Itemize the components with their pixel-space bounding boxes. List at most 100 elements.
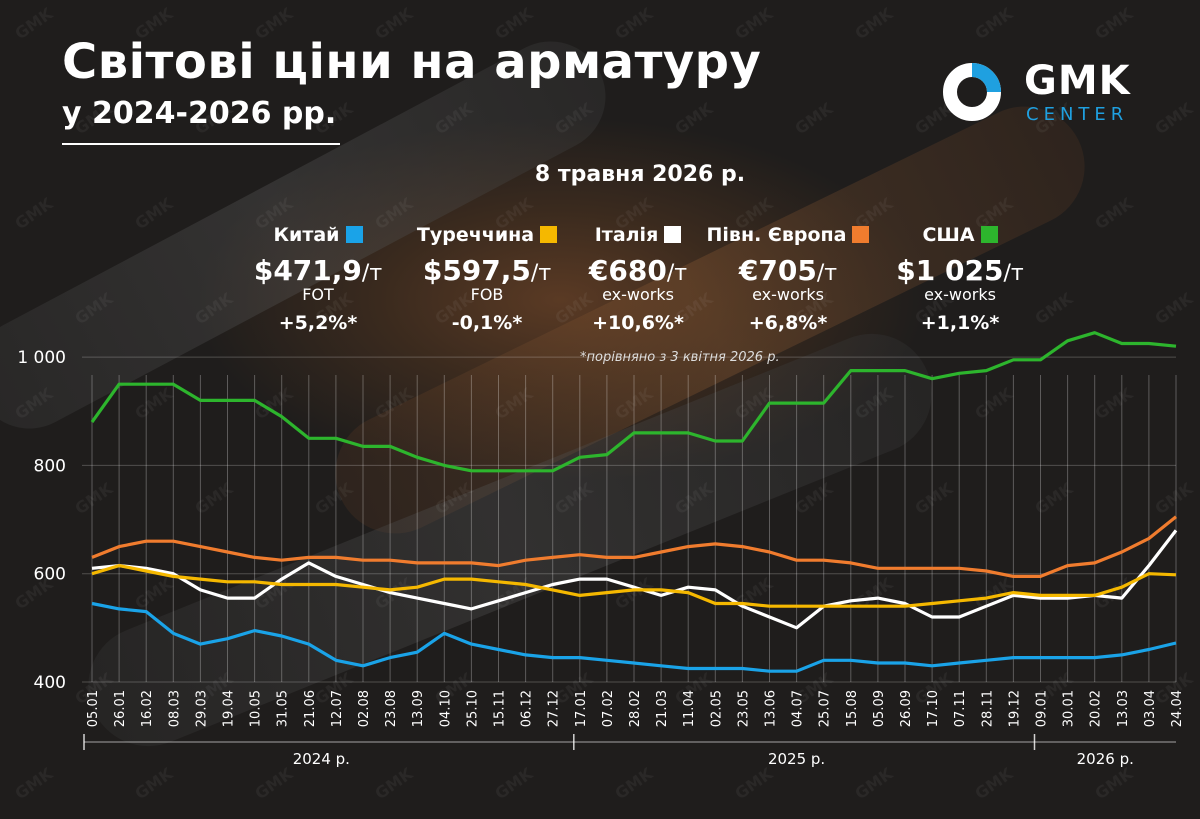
page-subtitle: у 2024-2026 рр. xyxy=(62,96,337,131)
year-label: 2026 р. xyxy=(1077,750,1134,768)
watermark-text: GMK xyxy=(851,384,896,424)
watermark-text: GMK xyxy=(1091,194,1136,234)
report-date: 8 травня 2026 р. xyxy=(534,162,746,187)
legend-item: США $1 025/т ex-works +1,1%* xyxy=(870,224,1050,334)
x-tick-label: 08.03 xyxy=(167,690,182,727)
legend-basis: FOT xyxy=(302,285,334,304)
legend-label: Італія xyxy=(594,224,659,246)
legend-swatch xyxy=(852,226,870,243)
watermark-text: GMK xyxy=(971,764,1016,804)
legend-swatch xyxy=(980,226,998,243)
watermark-text: GMK xyxy=(131,764,176,804)
watermark-text: GMK xyxy=(971,4,1016,44)
watermark-text: GMK xyxy=(1031,479,1076,519)
series-line-США xyxy=(90,331,1177,473)
series-line-Італія xyxy=(91,529,1178,630)
watermark-text: GMK xyxy=(971,384,1016,424)
y-tick-label: 800 xyxy=(34,456,66,476)
watermark-text: GMK xyxy=(11,384,56,424)
watermark-text: GMK xyxy=(371,384,416,424)
legend-label: Півн. Європа xyxy=(706,224,847,246)
x-tick-label: 31.05 xyxy=(276,690,291,727)
x-tick-label: 28.02 xyxy=(628,690,643,727)
watermark-text: GMK xyxy=(851,764,896,804)
legend-price-unit: /т xyxy=(1003,261,1024,286)
legend-price: $471,9/т xyxy=(228,254,408,287)
series-line-Туреччина xyxy=(91,563,1177,608)
legend-change: +5,2%* xyxy=(278,312,358,334)
page-title: Світові ціни на арматуру xyxy=(62,34,762,90)
legend-price: $1 025/т xyxy=(870,254,1050,287)
x-tick-label: 05.01 xyxy=(86,690,101,727)
series-line-Півн. Європа xyxy=(91,515,1178,579)
watermark-text: GMK xyxy=(131,574,176,614)
watermark-text: GMK xyxy=(791,479,836,519)
watermark-text: GMK xyxy=(551,99,596,139)
watermark-text: GMK xyxy=(1151,479,1196,519)
watermark-text: GMK xyxy=(191,479,236,519)
x-tick-label: 23.08 xyxy=(384,690,399,727)
watermark-text: GMK xyxy=(1091,4,1136,44)
x-tick-label: 09.01 xyxy=(1035,690,1050,727)
watermark-text: GMK xyxy=(1091,384,1136,424)
legend-price-value: $471,9 xyxy=(253,254,362,287)
y-tick-label: 1 000 xyxy=(17,348,66,368)
x-tick-label: 25.07 xyxy=(818,690,833,727)
series-line-Китай xyxy=(91,601,1177,673)
legend-price-value: $1 025 xyxy=(896,254,1004,287)
x-tick-label: 07.02 xyxy=(601,690,616,727)
legend-price-unit: /т xyxy=(361,261,383,286)
watermark-text: GMK xyxy=(611,764,656,804)
x-tick-label: 02.08 xyxy=(357,690,372,727)
watermark-text: GMK xyxy=(431,479,476,519)
x-tick-label: 29.03 xyxy=(194,690,209,727)
legend-price-unit: /т xyxy=(530,261,552,286)
legend-price-unit: /т xyxy=(666,261,688,286)
footnote: *порівняно з 3 квітня 2026 р. xyxy=(580,350,780,365)
y-tick-label: 400 xyxy=(34,673,66,693)
x-tick-label: 27.12 xyxy=(547,690,562,727)
legend-price-value: €680 xyxy=(588,254,667,287)
legend-label: США xyxy=(922,224,975,246)
legend-series-name: Китай xyxy=(228,224,408,246)
watermark-text: GMK xyxy=(851,4,896,44)
legend-swatch xyxy=(664,226,682,243)
x-tick-label: 02.05 xyxy=(709,690,724,727)
legend-series-name: Туреччина xyxy=(397,224,577,246)
legend-series-name: Півн. Європа xyxy=(698,224,878,246)
watermark-text: GMK xyxy=(371,764,416,804)
watermark-text: GMK xyxy=(11,4,56,44)
watermark-text: GMK xyxy=(131,384,176,424)
gmk-logo: GMK CENTER xyxy=(940,58,1150,128)
watermark-text: GMK xyxy=(491,764,536,804)
x-tick-label: 21.06 xyxy=(303,690,318,727)
legend-basis: ex-works xyxy=(924,285,996,304)
x-tick-label: 04.07 xyxy=(791,690,806,727)
watermark-text: GMK xyxy=(1151,99,1196,139)
legend-basis: FOB xyxy=(470,285,504,304)
legend-price-unit: /т xyxy=(816,261,838,286)
legend-change: +10,6%* xyxy=(592,312,684,334)
x-tick-label: 06.12 xyxy=(520,690,535,727)
x-tick-label: 07.11 xyxy=(953,690,968,727)
legend-item: Туреччина $597,5/т FOB -0,1%* xyxy=(397,224,577,334)
x-tick-label: 12.07 xyxy=(330,690,345,727)
x-tick-label: 20.02 xyxy=(1089,690,1104,727)
legend-change: +6,8%* xyxy=(748,312,828,334)
title-underline xyxy=(62,143,340,145)
legend-basis: ex-works xyxy=(602,285,674,304)
legend-price-value: €705 xyxy=(738,254,817,287)
watermark-text: GMK xyxy=(131,194,176,234)
x-tick-label: 13.06 xyxy=(764,690,779,727)
x-tick-label: 15.08 xyxy=(845,690,860,727)
x-tick-label: 30.01 xyxy=(1062,690,1077,727)
watermark-text: GMK xyxy=(1091,764,1136,804)
watermark-text: GMK xyxy=(671,99,716,139)
x-tick-label: 13.03 xyxy=(1116,690,1131,727)
legend-basis: ex-works xyxy=(752,285,824,304)
watermark-text: GMK xyxy=(251,574,296,614)
watermark-text: GMK xyxy=(311,479,356,519)
legend-item: Півн. Європа €705/т ex-works +6,8%* xyxy=(698,224,878,334)
